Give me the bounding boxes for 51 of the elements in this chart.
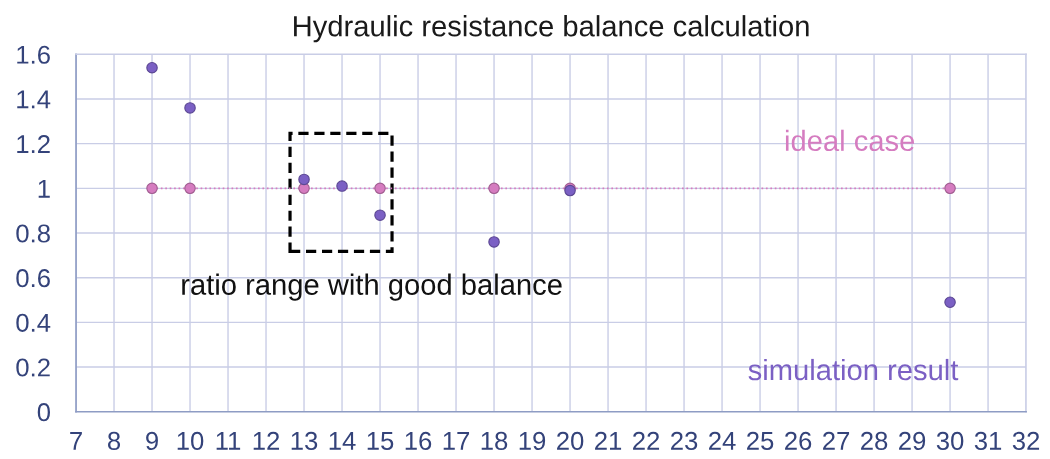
x-tick-label: 28 bbox=[861, 431, 888, 451]
y-tick-label: 0 bbox=[37, 403, 51, 422]
x-tick-label: 11 bbox=[216, 432, 241, 450]
point bbox=[374, 209, 386, 221]
x-tick-label: 31 bbox=[974, 431, 1002, 451]
x-tick-label: 9 bbox=[146, 431, 158, 451]
x-tick-label: 23 bbox=[671, 431, 698, 451]
y-tick-label: 0.2 bbox=[16, 358, 50, 377]
y-tick-label: 1.6 bbox=[17, 45, 50, 64]
annotation: ratio range with good balance bbox=[182, 273, 562, 301]
x-tick-label: 24 bbox=[709, 431, 736, 450]
y-tick-label: 0.4 bbox=[16, 313, 51, 332]
x-tick-label: 13 bbox=[291, 431, 318, 451]
point bbox=[944, 182, 956, 195]
point bbox=[184, 102, 196, 114]
point bbox=[146, 182, 158, 195]
series-label: simulation result bbox=[748, 358, 959, 381]
x-tick-label: 32 bbox=[1012, 431, 1040, 451]
y-tick-label: 1.2 bbox=[17, 135, 50, 153]
y-tick-label: 0.6 bbox=[16, 269, 50, 288]
x-tick-label: 20 bbox=[557, 431, 584, 451]
x-tick-label: 12 bbox=[253, 431, 280, 450]
x-tick-label: 19 bbox=[519, 431, 546, 451]
point bbox=[146, 61, 158, 74]
x-tick-label: 16 bbox=[405, 431, 432, 451]
y-tick-label: 1.4 bbox=[17, 90, 51, 109]
x-tick-label: 8 bbox=[107, 431, 121, 451]
x-tick-label: 29 bbox=[899, 431, 926, 451]
point bbox=[488, 236, 500, 248]
x-tick-label: 27 bbox=[823, 431, 850, 450]
x-tick-label: 22 bbox=[633, 431, 660, 450]
point bbox=[374, 182, 386, 195]
series-label: ideal case bbox=[785, 129, 915, 152]
point bbox=[944, 296, 956, 309]
x-tick-label: 26 bbox=[785, 431, 812, 451]
x-tick-label: 14 bbox=[329, 432, 356, 450]
y-tick-label: 0.8 bbox=[16, 224, 50, 243]
x-tick-label: 10 bbox=[177, 431, 204, 451]
point bbox=[298, 173, 310, 186]
x-tick-label: 30 bbox=[936, 431, 964, 451]
point bbox=[336, 180, 348, 192]
point bbox=[184, 182, 196, 195]
point bbox=[488, 182, 500, 195]
chart-title: Hydraulic resistance balance calculation bbox=[294, 15, 809, 43]
x-tick-label: 21 bbox=[595, 431, 622, 450]
x-tick-label: 15 bbox=[367, 432, 394, 451]
x-tick-label: 17 bbox=[443, 432, 470, 450]
y-tick-label: 1 bbox=[38, 179, 50, 198]
x-tick-label: 7 bbox=[70, 432, 82, 450]
x-tick-label: 18 bbox=[481, 431, 508, 451]
x-tick-label: 25 bbox=[747, 431, 774, 451]
